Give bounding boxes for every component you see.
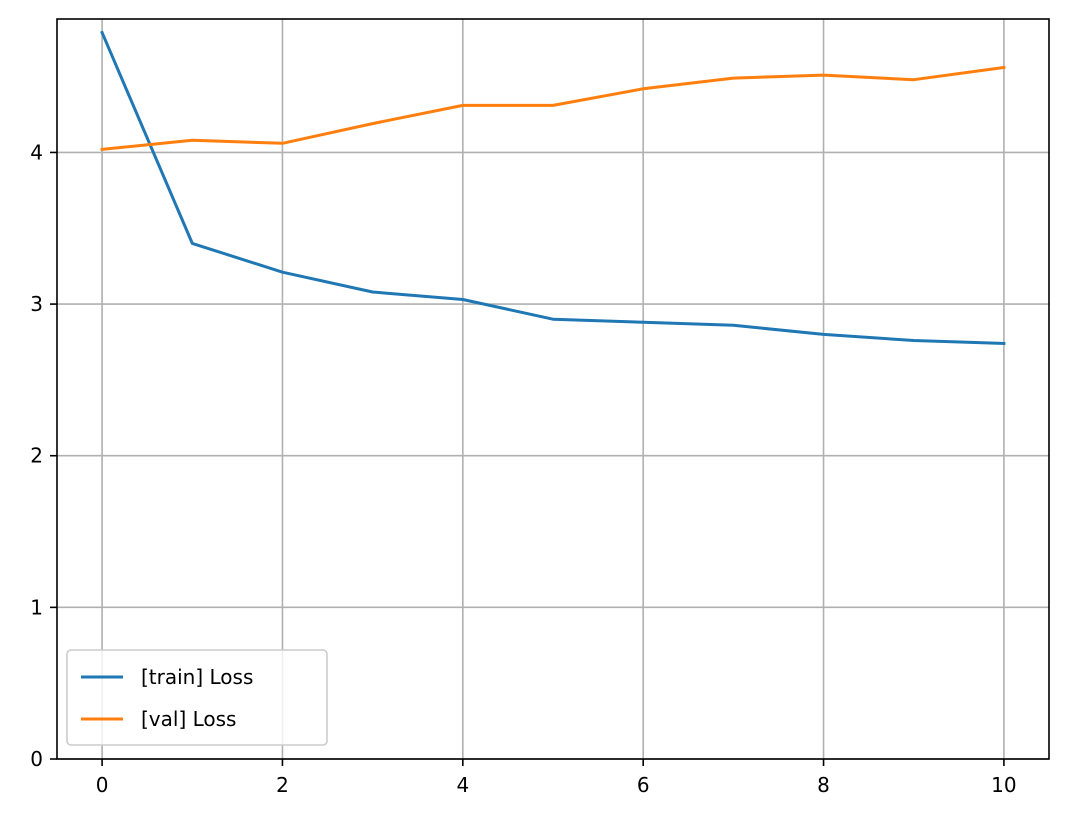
x-tick-label: 4 [456, 773, 469, 797]
legend-box [66, 649, 328, 746]
series-line-1 [100, 65, 1006, 152]
axis-ticks: 0 2 4 6 8 10 0 1 2 3 4 [30, 140, 1016, 797]
legend: [train] Loss [val] Loss [66, 649, 328, 746]
x-tick-label: 2 [276, 773, 289, 797]
x-tick-label: 8 [817, 773, 830, 797]
y-tick-label: 2 [30, 444, 43, 468]
plot-frame [56, 18, 1050, 760]
series-line-0 [100, 30, 1006, 346]
y-tick-label: 3 [30, 292, 43, 316]
y-tick-label: 1 [30, 595, 43, 619]
series-lines [100, 30, 1006, 346]
x-tick-label: 10 [991, 773, 1016, 797]
grid [57, 19, 1049, 760]
legend-label-1: [val] Loss [141, 707, 236, 731]
x-tick-label: 6 [637, 773, 650, 797]
y-tick-label: 0 [30, 747, 43, 771]
x-tick-label: 0 [96, 773, 109, 797]
y-tick-label: 4 [30, 140, 43, 164]
legend-label-0: [train] Loss [141, 665, 253, 689]
